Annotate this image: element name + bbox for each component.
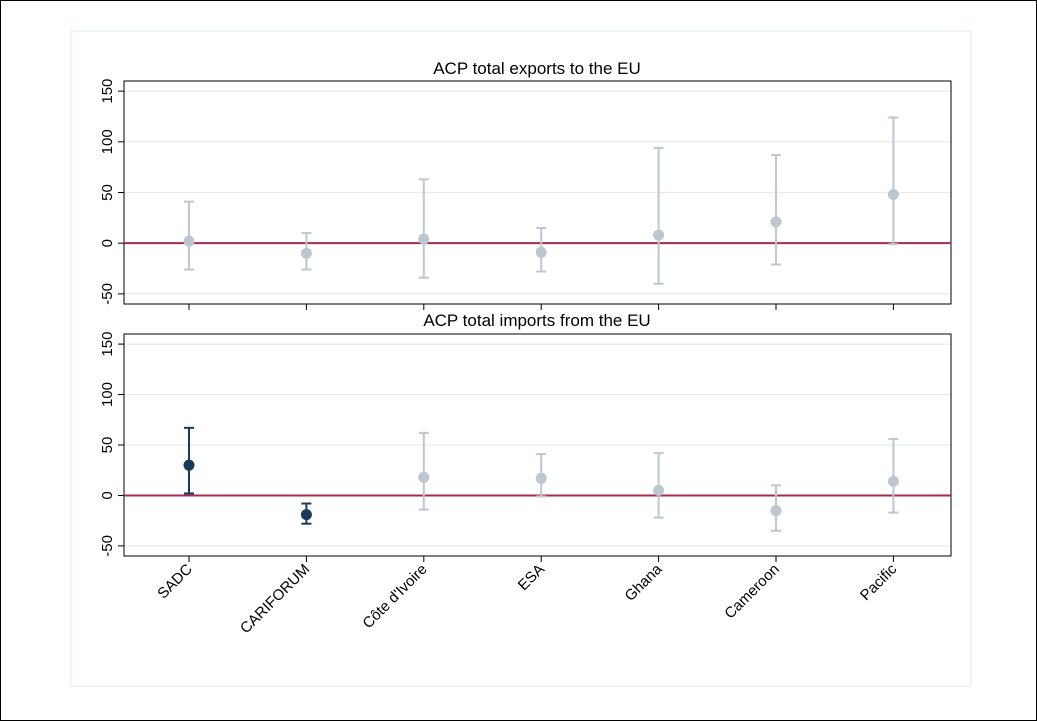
panel-exports: ACP total exports to the EU -50 0 50 100 150	[99, 59, 952, 310]
point-estimate	[418, 233, 430, 245]
point-estimate	[535, 246, 547, 258]
point-estimate	[653, 484, 665, 496]
point-estimate	[887, 189, 899, 201]
y-tick-label: 50	[99, 184, 116, 201]
y-tick-label: -50	[99, 535, 116, 557]
y-tick-label: 150	[99, 332, 116, 357]
y-tick-label: 100	[99, 129, 116, 154]
point-estimate	[183, 459, 195, 471]
plot-region	[70, 30, 972, 687]
point-estimate	[770, 505, 782, 517]
point-estimate	[300, 247, 312, 259]
point-estimate	[418, 471, 430, 483]
point-estimate	[653, 229, 665, 241]
panel-title-exports: ACP total exports to the EU	[433, 59, 641, 78]
y-tick-label: 0	[99, 491, 116, 499]
panel-title-imports: ACP total imports from the EU	[423, 311, 650, 330]
point-estimate	[535, 472, 547, 484]
point-estimate	[183, 235, 195, 247]
y-tick-label: 50	[99, 437, 116, 454]
y-tick-label: 150	[99, 79, 116, 104]
panel-imports: ACP total imports from the EU -50 0 50 100 1…	[99, 311, 952, 562]
point-estimate	[887, 475, 899, 487]
y-tick-label: 100	[99, 382, 116, 407]
panel-body-exports: -50 0 50 100 150	[99, 79, 952, 310]
point-estimate	[770, 216, 782, 228]
y-tick-label: -50	[99, 283, 116, 305]
point-estimate	[300, 509, 312, 521]
panel-body-imports: -50 0 50 100 150	[99, 332, 952, 562]
y-tick-label: 0	[99, 239, 116, 247]
